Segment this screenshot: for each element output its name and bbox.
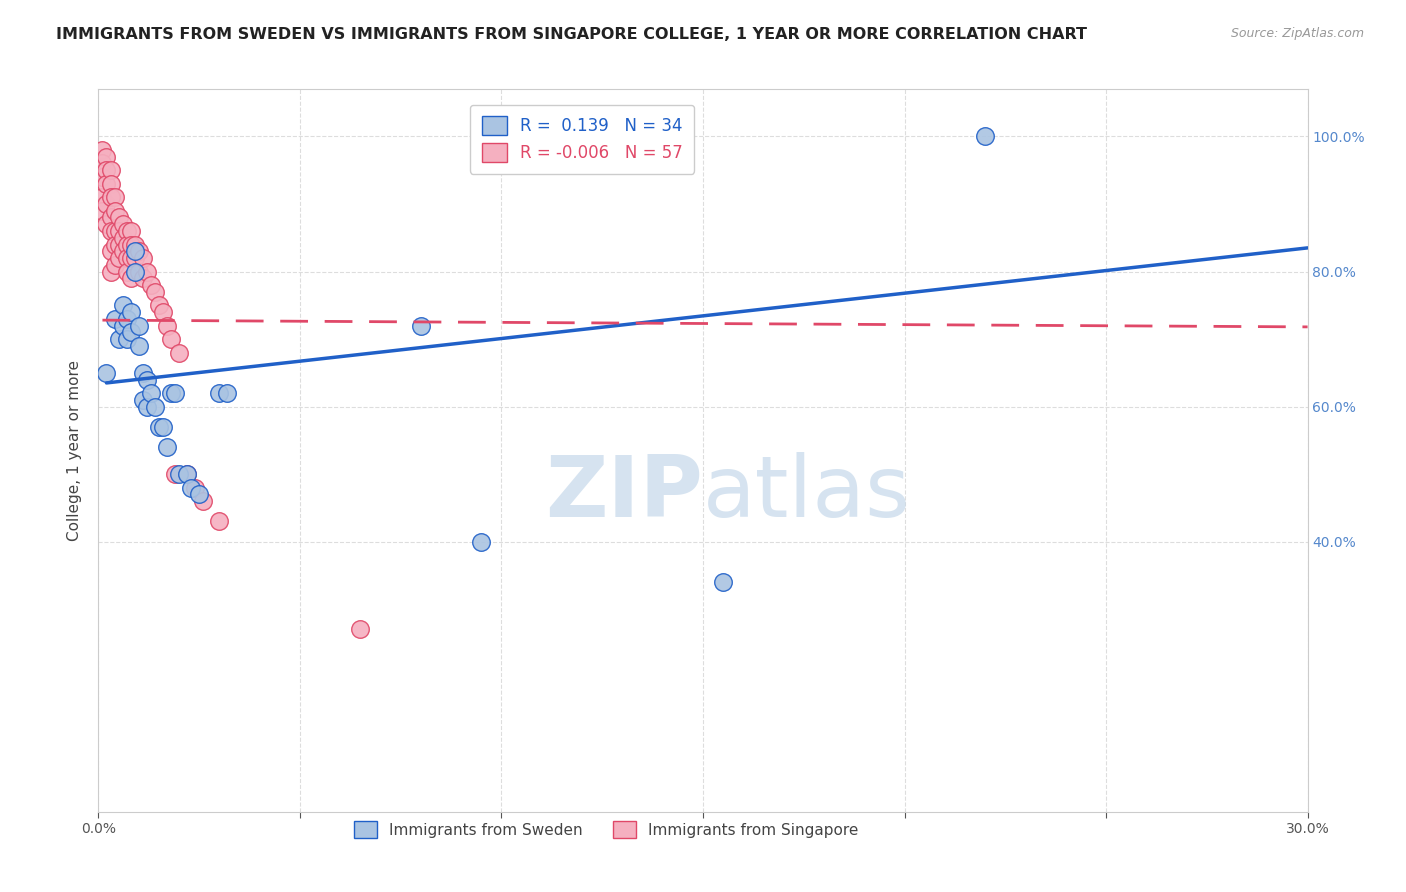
Point — [120, 251, 142, 265]
Point — [96, 217, 118, 231]
Point — [96, 366, 118, 380]
Point — [156, 318, 179, 333]
Point — [160, 386, 183, 401]
Point — [100, 264, 122, 278]
Point — [111, 318, 134, 333]
Point — [143, 285, 166, 299]
Point — [103, 237, 125, 252]
Point — [103, 224, 125, 238]
Point — [100, 190, 122, 204]
Point — [115, 332, 138, 346]
Point — [115, 311, 138, 326]
Point — [349, 623, 371, 637]
Point — [208, 514, 231, 528]
Point — [188, 487, 211, 501]
Point — [115, 237, 138, 252]
Point — [711, 575, 734, 590]
Point — [107, 237, 129, 252]
Point — [139, 278, 162, 293]
Point — [100, 163, 122, 178]
Point — [115, 264, 138, 278]
Point — [91, 169, 114, 184]
Point — [135, 400, 157, 414]
Point — [176, 467, 198, 481]
Point — [96, 197, 118, 211]
Point — [100, 244, 122, 259]
Point — [111, 244, 134, 259]
Point — [156, 440, 179, 454]
Point — [120, 237, 142, 252]
Point — [217, 386, 239, 401]
Point — [135, 373, 157, 387]
Point — [111, 298, 134, 312]
Point — [107, 211, 129, 225]
Point — [160, 332, 183, 346]
Text: ZIP: ZIP — [546, 452, 703, 535]
Point — [111, 217, 134, 231]
Point — [103, 311, 125, 326]
Point — [100, 211, 122, 225]
Point — [124, 244, 146, 259]
Text: Source: ZipAtlas.com: Source: ZipAtlas.com — [1230, 27, 1364, 40]
Point — [132, 271, 155, 285]
Point — [148, 298, 170, 312]
Point — [91, 203, 114, 218]
Text: atlas: atlas — [703, 452, 911, 535]
Point — [103, 203, 125, 218]
Point — [103, 258, 125, 272]
Point — [124, 264, 146, 278]
Point — [135, 264, 157, 278]
Point — [128, 244, 150, 259]
Point — [143, 400, 166, 414]
Point — [132, 251, 155, 265]
Point — [409, 318, 432, 333]
Point — [107, 224, 129, 238]
Point — [193, 494, 215, 508]
Point — [132, 366, 155, 380]
Point — [128, 264, 150, 278]
Point — [152, 305, 174, 319]
Point — [91, 156, 114, 170]
Point — [180, 481, 202, 495]
Point — [184, 481, 207, 495]
Point — [120, 305, 142, 319]
Point — [111, 231, 134, 245]
Point — [148, 420, 170, 434]
Y-axis label: College, 1 year or more: College, 1 year or more — [67, 360, 83, 541]
Point — [208, 386, 231, 401]
Point — [124, 237, 146, 252]
Point — [124, 251, 146, 265]
Point — [96, 163, 118, 178]
Point — [163, 386, 186, 401]
Point — [167, 467, 190, 481]
Point — [107, 332, 129, 346]
Point — [152, 420, 174, 434]
Point — [107, 251, 129, 265]
Point — [115, 224, 138, 238]
Point — [120, 326, 142, 340]
Point — [974, 129, 997, 144]
Point — [163, 467, 186, 481]
Text: IMMIGRANTS FROM SWEDEN VS IMMIGRANTS FROM SINGAPORE COLLEGE, 1 YEAR OR MORE CORR: IMMIGRANTS FROM SWEDEN VS IMMIGRANTS FRO… — [56, 27, 1087, 42]
Point — [100, 224, 122, 238]
Point — [91, 143, 114, 157]
Point — [103, 190, 125, 204]
Point — [139, 386, 162, 401]
Point — [470, 534, 492, 549]
Point — [96, 177, 118, 191]
Point — [128, 318, 150, 333]
Point — [96, 150, 118, 164]
Legend: Immigrants from Sweden, Immigrants from Singapore: Immigrants from Sweden, Immigrants from … — [347, 815, 865, 844]
Point — [91, 190, 114, 204]
Point — [100, 177, 122, 191]
Point — [115, 251, 138, 265]
Point — [167, 345, 190, 359]
Point — [120, 271, 142, 285]
Point — [132, 392, 155, 407]
Point — [176, 467, 198, 481]
Point — [128, 339, 150, 353]
Point — [120, 224, 142, 238]
